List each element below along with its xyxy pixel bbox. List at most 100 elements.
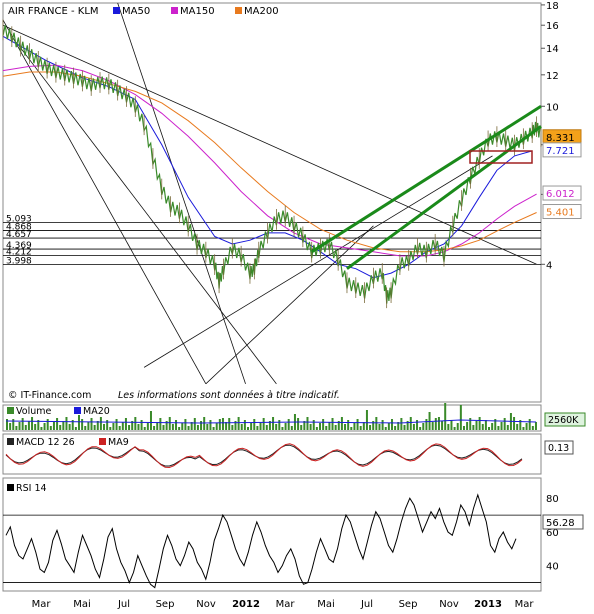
- volume-bar: [149, 411, 152, 430]
- volume-bar: [444, 403, 447, 430]
- y-tick-label: 14: [546, 44, 559, 55]
- x-tick-label: Mai: [317, 599, 335, 610]
- volume-bar: [456, 423, 459, 430]
- volume-bar: [209, 420, 212, 430]
- volume-bar: [37, 420, 40, 430]
- x-tick-label: Nov: [439, 599, 459, 610]
- volume-bar: [162, 425, 165, 430]
- volume-bar: [231, 425, 234, 430]
- volume-bar: [409, 417, 412, 430]
- volume-bar: [165, 421, 168, 430]
- volume-bar: [118, 426, 121, 430]
- rsi-tick-label: 60: [546, 528, 559, 539]
- resistance-zone: [469, 150, 533, 164]
- volume-bar: [328, 422, 331, 430]
- chart-title: AIR FRANCE - KLM: [8, 6, 99, 17]
- volume-bar: [256, 426, 259, 430]
- volume-last-value: 2560K: [548, 415, 579, 426]
- volume-bar: [319, 423, 321, 430]
- volume-bar: [134, 417, 137, 430]
- volume-bar: [488, 427, 491, 430]
- y-tick-label: 18: [546, 1, 559, 12]
- volume-bar: [272, 417, 275, 430]
- volume-bar: [500, 422, 503, 430]
- channel-line: [310, 105, 542, 254]
- volume-bar: [40, 427, 43, 430]
- volume-bar: [344, 424, 347, 430]
- volume-bar: [96, 421, 99, 430]
- volume-bar: [34, 424, 37, 430]
- volume-bar: [181, 423, 184, 430]
- volume-bar: [350, 427, 353, 430]
- rsi-panel: [2, 477, 542, 592]
- macd-legend: MACD 12 26: [16, 437, 75, 448]
- volume-bar: [300, 425, 303, 430]
- volume-bar: [528, 419, 531, 430]
- x-tick-label: 2012: [232, 599, 260, 610]
- volume-bar: [15, 426, 18, 430]
- volume-bar: [475, 421, 478, 430]
- volume-bar: [381, 420, 384, 430]
- volume-legend: Volume: [16, 406, 51, 417]
- volume-bar: [312, 420, 315, 430]
- trend-line: [2, 24, 537, 265]
- ma150-legend: MA150: [180, 6, 215, 17]
- volume-bar: [478, 417, 481, 430]
- rsi-swatch: [7, 484, 14, 491]
- volume-bar: [49, 426, 52, 430]
- volume-bar: [140, 420, 143, 430]
- volume-bars: [5, 403, 537, 430]
- volume-bar: [77, 415, 80, 430]
- watermark: © IT-Finance.com: [8, 390, 91, 401]
- volume-bar: [218, 419, 221, 430]
- x-tick-label: Mar: [32, 599, 52, 610]
- x-tick-label: Nov: [196, 599, 216, 610]
- volume-bar: [281, 427, 284, 430]
- value-label: 7.721: [546, 146, 575, 157]
- volume-bar: [190, 422, 193, 430]
- volume-bar: [121, 422, 124, 430]
- volume-bar: [287, 419, 290, 430]
- ma150-swatch: [171, 7, 178, 14]
- ma200-legend: MA200: [244, 6, 279, 17]
- volume-bar: [516, 424, 519, 430]
- macd-swatch: [7, 438, 14, 445]
- volume-bar: [494, 419, 497, 430]
- volume-bar: [193, 418, 196, 430]
- volume-bar: [184, 419, 187, 430]
- rsi-value-box: [542, 514, 584, 530]
- volume-bar: [12, 419, 15, 430]
- volume-bar: [481, 424, 484, 430]
- volume-bar: [303, 421, 306, 430]
- volume-bar: [99, 417, 102, 430]
- volume-bar: [268, 421, 271, 430]
- volume-bar: [84, 426, 87, 430]
- volume-bar: [137, 424, 140, 430]
- price-panel: [2, 2, 542, 403]
- support-label: 4.657: [6, 230, 32, 240]
- volume-bar: [212, 427, 215, 430]
- volume-bar: [156, 422, 159, 430]
- volume-bar: [406, 421, 409, 430]
- trend-line: [117, 2, 246, 384]
- volume-bar: [234, 421, 237, 430]
- value-label-box: [542, 204, 582, 220]
- volume-bar: [284, 423, 287, 430]
- volume-bar: [422, 423, 425, 430]
- volume-bar: [503, 418, 506, 430]
- trend-lines: [2, 2, 537, 385]
- x-axis: Mar Mai Jul Sep Nov 2012 Mar Mai Jul Sep Nov 2013 Ma…: [32, 599, 535, 610]
- y-tick-label: 4: [546, 260, 552, 271]
- volume-bar: [24, 425, 27, 430]
- macd-ma9-swatch: [99, 438, 106, 445]
- volume-bar: [431, 422, 434, 430]
- volume-swatch: [7, 407, 14, 414]
- volume-bar: [484, 420, 487, 430]
- volume-bar: [278, 420, 281, 430]
- volume-bar: [56, 418, 59, 430]
- volume-bar: [397, 422, 400, 430]
- volume-bar: [146, 423, 149, 430]
- x-tick-label: Sep: [156, 599, 175, 610]
- trend-line: [143, 155, 493, 368]
